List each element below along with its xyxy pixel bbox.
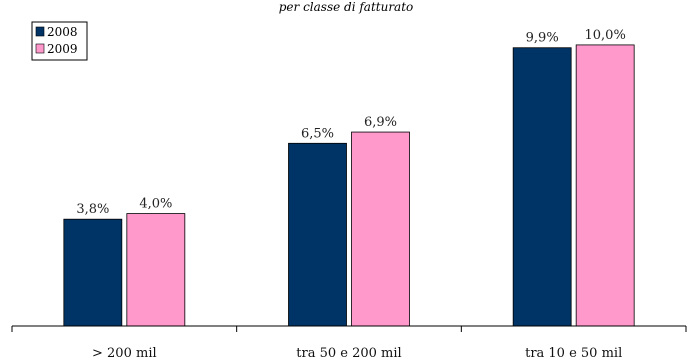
x-tick-label-1: tra 50 e 200 mil — [296, 346, 401, 361]
bar-2008-0 — [63, 218, 123, 327]
data-label-2009-0: 4,0% — [139, 197, 172, 212]
bar-2009-0 — [126, 213, 186, 327]
bar-2009-2 — [575, 44, 635, 327]
data-label-2008-1: 6,5% — [301, 126, 334, 141]
data-label-2009-1: 6,9% — [364, 115, 397, 130]
data-labels-group: 3,8% 4,0% 6,5% 6,9% 9,9% 10,0% — [76, 28, 626, 217]
chart-subtitle: per classe di fatturato — [279, 0, 414, 14]
legend: 2008 2009 — [31, 21, 88, 61]
x-axis-labels: > 200 mil tra 50 e 200 mil tra 10 e 50 mil — [92, 346, 622, 361]
bars-group — [63, 44, 635, 327]
bar-2008-1 — [288, 142, 347, 327]
legend-swatch-2009 — [35, 43, 45, 54]
data-label-2008-0: 3,8% — [76, 202, 109, 217]
legend-label-2009: 2009 — [47, 42, 78, 56]
legend-label-2008: 2008 — [47, 25, 78, 39]
legend-swatch-2008 — [35, 26, 45, 37]
bar-2009-1 — [351, 131, 410, 327]
bar-2008-2 — [512, 47, 572, 327]
data-label-2008-2: 9,9% — [526, 31, 559, 46]
x-axis-ticks — [11, 326, 687, 332]
x-tick-label-0: > 200 mil — [92, 346, 157, 361]
data-label-2009-2: 10,0% — [585, 28, 626, 43]
x-tick-label-2: tra 10 e 50 mil — [525, 346, 622, 361]
